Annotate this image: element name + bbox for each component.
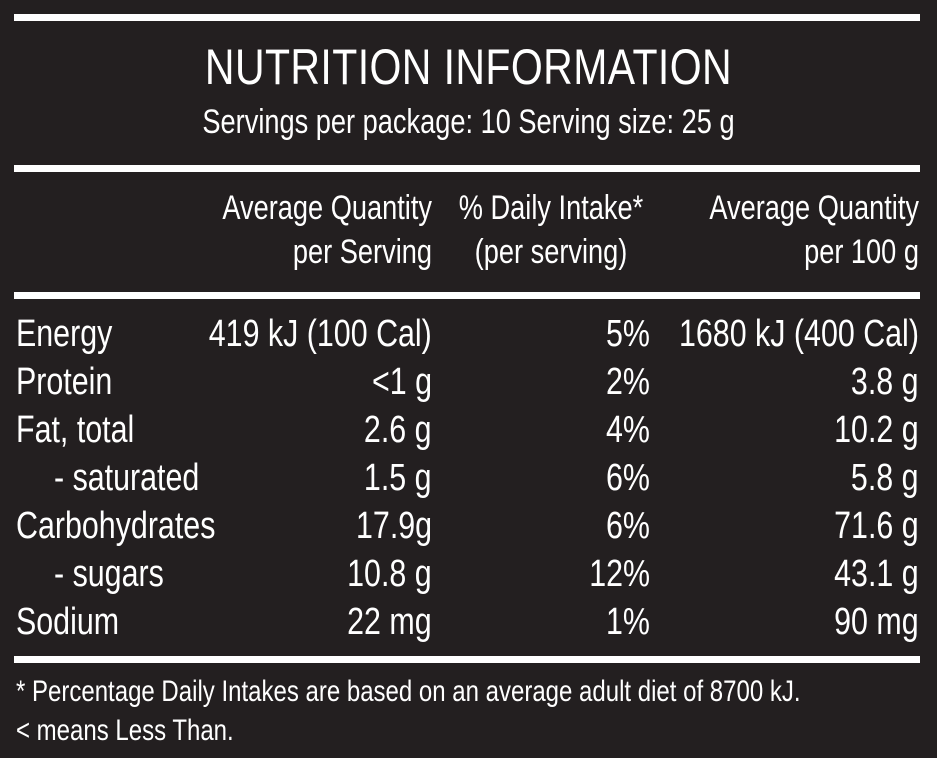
per-serving-value: 10.8 g	[347, 553, 432, 595]
per-serving-value: 17.9g	[355, 505, 432, 547]
nutrient-row: - saturated 1.5 g 6% 5.8 g	[0, 454, 937, 502]
nutrient-row: Fat, total 2.6 g 4% 10.2 g	[0, 406, 937, 454]
daily-intake-value: 6%	[606, 457, 650, 499]
nutrient-row: Sodium 22 mg 1% 90 mg	[0, 598, 937, 646]
per-100g-value: 10.2 g	[834, 409, 919, 451]
per-100g-value: 43.1 g	[834, 553, 919, 595]
header-daily-intake-line1: % Daily Intake*	[458, 189, 644, 227]
daily-intake-value: 2%	[606, 361, 650, 403]
nutrient-name: - sugars	[54, 553, 164, 595]
footnote-less-than: < means Less Than.	[16, 714, 234, 747]
nutrient-row: Carbohydrates 17.9g 6% 71.6 g	[0, 502, 937, 550]
header-per-100g: Average Quantity per 100 g	[519, 186, 919, 274]
per-100g-value: 90 mg	[834, 601, 920, 643]
header-per-serving-line2: per Serving	[292, 233, 432, 271]
header-per-100g-line1: Average Quantity	[709, 189, 919, 227]
per-100g-value: 5.8 g	[851, 457, 919, 499]
servings-info: Servings per package: 10 Serving size: 2…	[202, 103, 735, 141]
per-100g-value: 1680 kJ (400 Cal)	[679, 313, 919, 355]
top-rule	[14, 14, 920, 21]
nutrient-name: Carbohydrates	[16, 505, 216, 547]
table-top-rule	[14, 292, 920, 299]
nutrient-name: - saturated	[54, 457, 200, 499]
footnote-daily-intake: * Percentage Daily Intakes are based on …	[16, 675, 801, 708]
daily-intake-value: 1%	[606, 601, 650, 643]
daily-intake-value: 4%	[606, 409, 650, 451]
panel-title: NUTRITION INFORMATION	[204, 39, 733, 95]
daily-intake-value: 5%	[606, 313, 650, 355]
per-serving-value: 419 kJ (100 Cal)	[208, 313, 432, 355]
header-daily-intake: % Daily Intake* (per serving)	[407, 186, 695, 274]
per-serving-value: 1.5 g	[364, 457, 432, 499]
nutrient-row: - sugars 10.8 g 12% 43.1 g	[0, 550, 937, 598]
header-rule	[14, 165, 920, 172]
nutrient-name: Energy	[16, 313, 113, 355]
per-serving-value: <1 g	[371, 361, 432, 403]
header-per-serving: Average Quantity per Serving	[112, 186, 432, 274]
nutrient-name: Protein	[16, 361, 113, 403]
per-serving-value: 22 mg	[347, 601, 433, 643]
per-serving-value: 2.6 g	[364, 409, 432, 451]
nutrient-row: Protein <1 g 2% 3.8 g	[0, 358, 937, 406]
nutrient-name: Sodium	[16, 601, 120, 643]
header-per-serving-line1: Average Quantity	[222, 189, 432, 227]
per-100g-value: 3.8 g	[851, 361, 919, 403]
per-100g-value: 71.6 g	[834, 505, 919, 547]
header-daily-intake-line2: (per serving)	[474, 233, 628, 271]
footer-rule	[14, 656, 920, 663]
nutrient-row: Energy 419 kJ (100 Cal) 5% 1680 kJ (400 Cal…	[0, 310, 937, 358]
header-per-100g-line2: per 100 g	[804, 233, 919, 271]
daily-intake-value: 12%	[589, 553, 650, 595]
nutrient-name: Fat, total	[16, 409, 135, 451]
daily-intake-value: 6%	[606, 505, 650, 547]
